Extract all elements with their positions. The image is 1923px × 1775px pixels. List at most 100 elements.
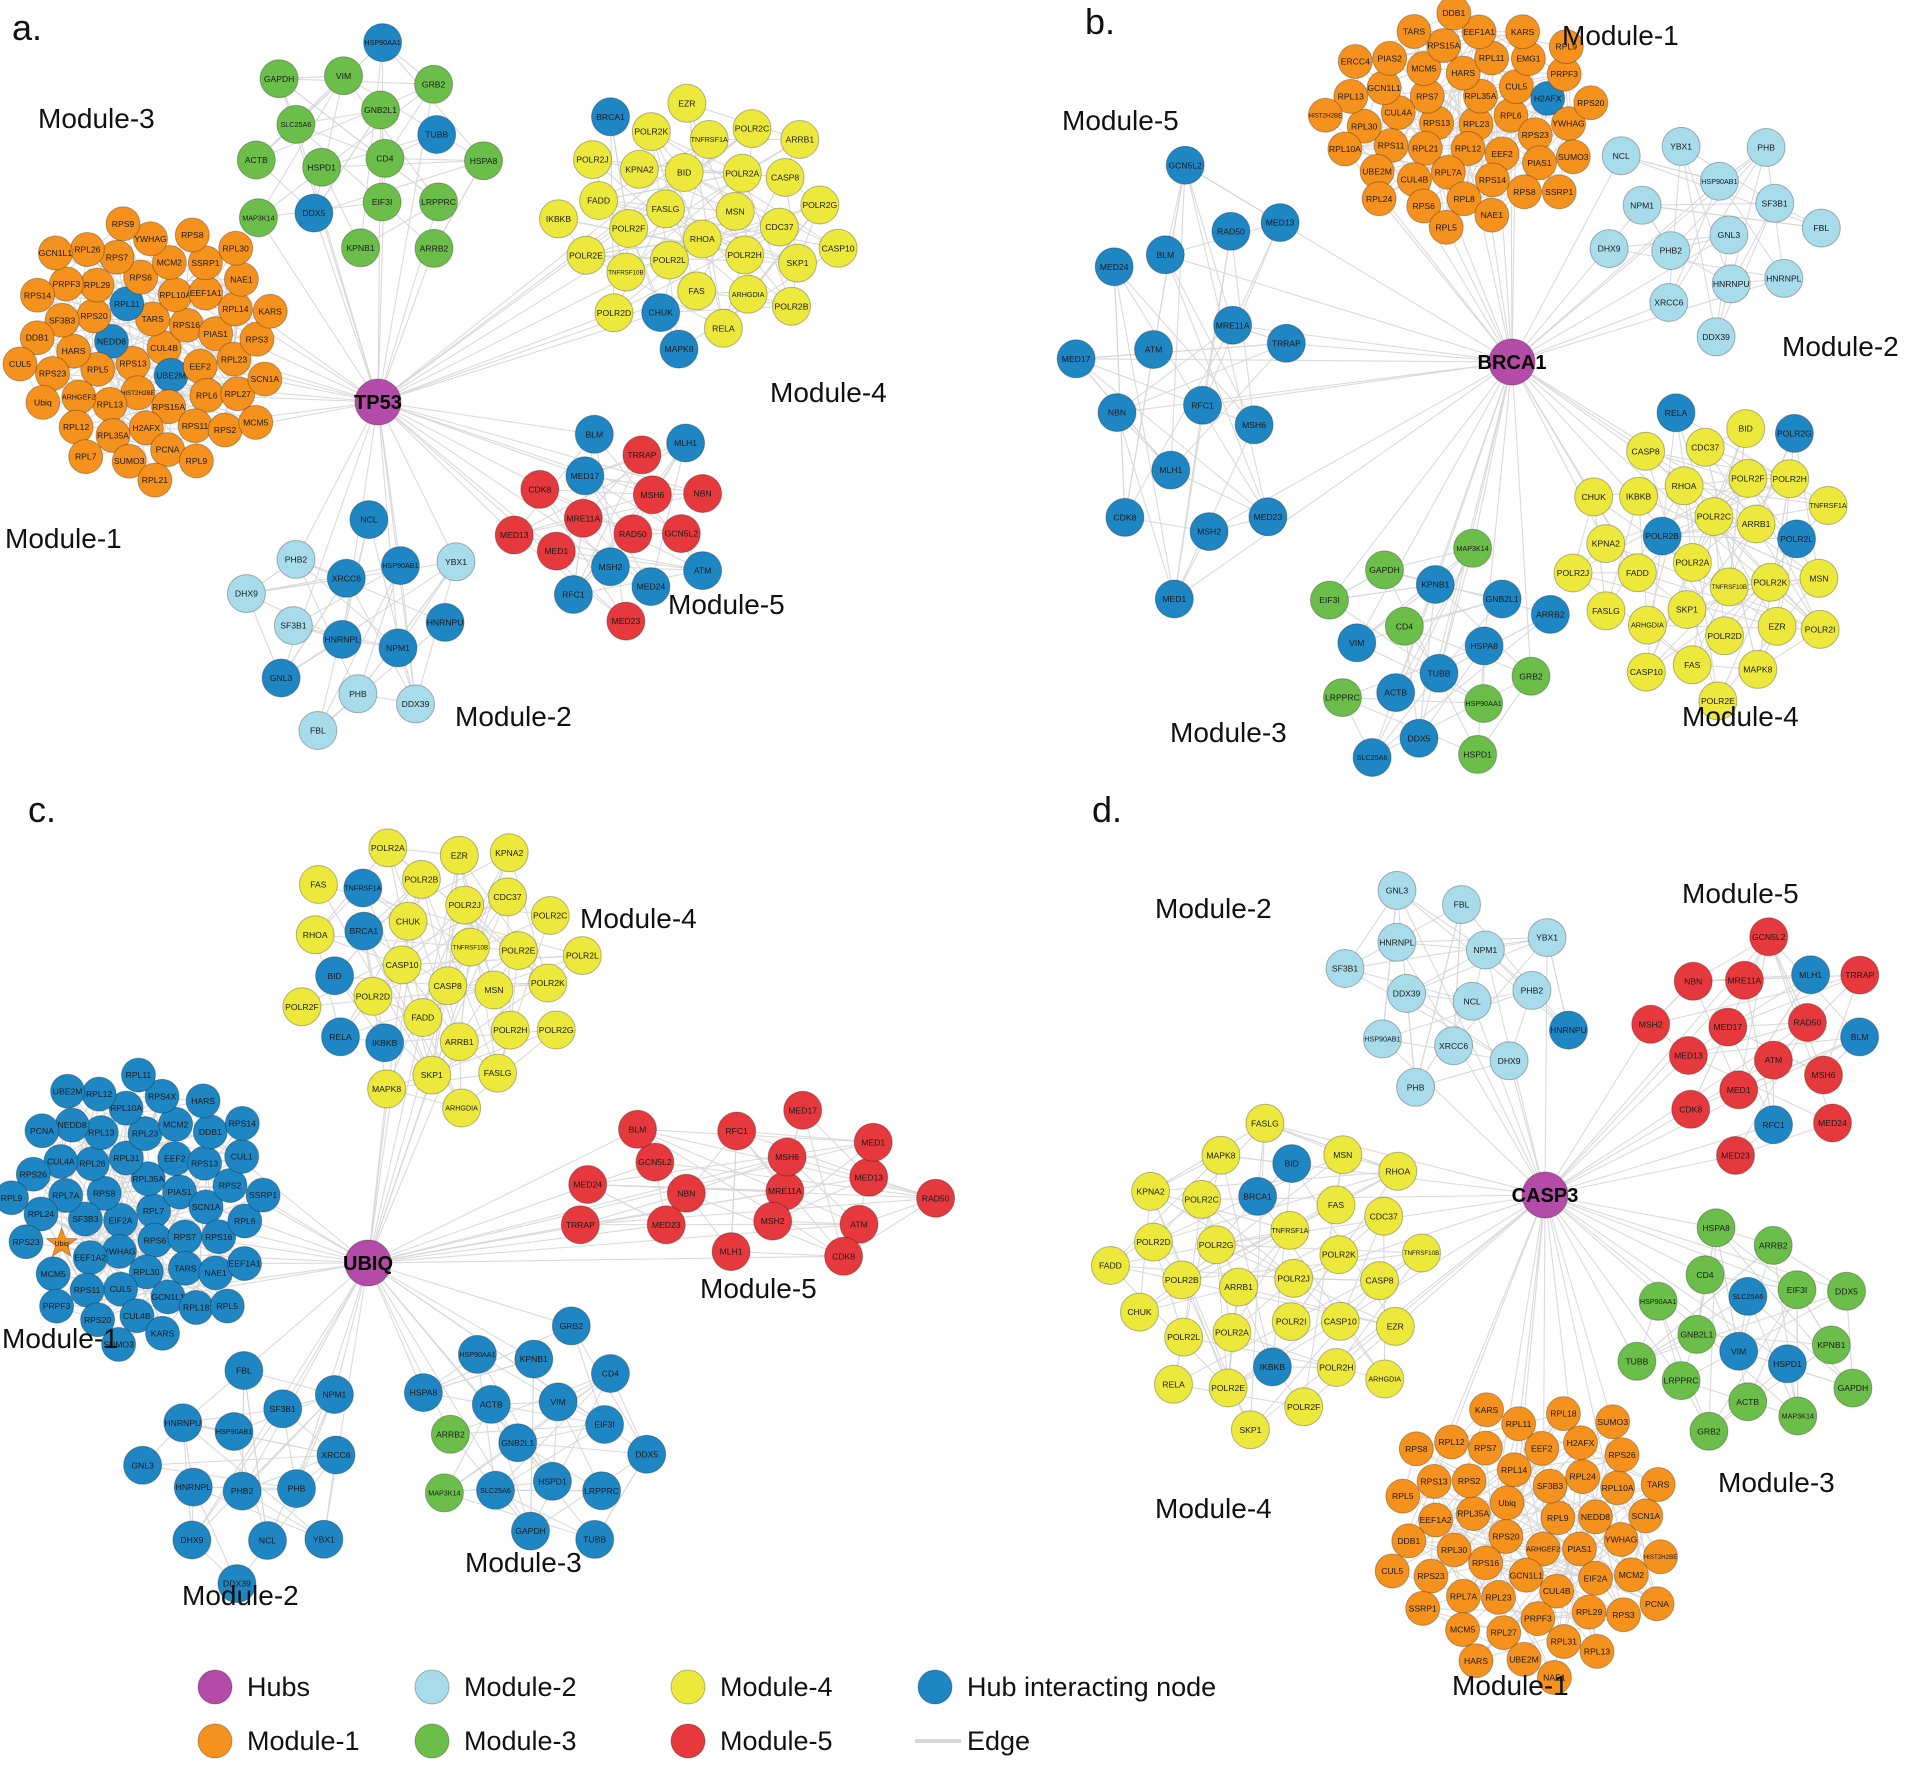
network-node: PHB2 bbox=[1651, 231, 1691, 271]
edge bbox=[637, 1128, 844, 1257]
node-circle bbox=[111, 443, 147, 479]
hub-circle bbox=[354, 378, 402, 426]
hub-edge bbox=[1511, 180, 1720, 363]
hub-edge bbox=[1544, 1194, 1706, 1276]
node-label: KARS bbox=[151, 1328, 175, 1338]
edge bbox=[343, 75, 439, 203]
node-circle bbox=[1626, 652, 1666, 692]
node-label: RPS14 bbox=[24, 290, 51, 300]
network-node: ARHGEF2 bbox=[61, 379, 97, 415]
node-circle bbox=[365, 1023, 405, 1063]
node-circle bbox=[1385, 1478, 1421, 1514]
node-label: RPL30 bbox=[1441, 1545, 1467, 1555]
hub-edge bbox=[182, 1262, 369, 1424]
network-node: BRCA1 bbox=[591, 97, 630, 137]
edge bbox=[280, 577, 347, 679]
node-circle bbox=[1372, 40, 1408, 76]
network-node: DDX5 bbox=[1827, 1271, 1866, 1311]
node-label: EIF3I bbox=[372, 197, 393, 207]
node-circle bbox=[649, 240, 689, 280]
network-node: HNRNPU bbox=[1711, 264, 1751, 304]
edge bbox=[1344, 968, 1510, 1062]
network-node: RPS26 bbox=[15, 1156, 51, 1192]
network-node: PIAS1 bbox=[198, 316, 234, 352]
node-label: POLR2C bbox=[1697, 512, 1731, 522]
node-label: DDX39 bbox=[1393, 989, 1421, 999]
node-circle bbox=[56, 333, 92, 369]
network-node: PHB2 bbox=[222, 1471, 262, 1511]
node-label: RPL13 bbox=[88, 1128, 114, 1138]
node-label: ARHGEF2 bbox=[62, 393, 96, 402]
node-circle bbox=[1266, 323, 1306, 363]
edge bbox=[683, 172, 839, 249]
node-label: RPL35A bbox=[1464, 91, 1496, 101]
node-label: PCNA bbox=[30, 1126, 54, 1136]
node-label: NBN bbox=[1108, 408, 1126, 418]
edge bbox=[1688, 1021, 1808, 1057]
network-node: POLR2B bbox=[772, 286, 811, 326]
network-node: RPL10A bbox=[1600, 1470, 1636, 1506]
network-node: SLC25A6 bbox=[1352, 738, 1392, 777]
node-label: H2AFX bbox=[132, 423, 160, 433]
node-label: RPS13 bbox=[1423, 118, 1450, 128]
network-node: RELA bbox=[321, 1017, 360, 1057]
node-label: TARS bbox=[174, 1263, 197, 1273]
node-circle bbox=[609, 209, 649, 248]
node-circle bbox=[365, 138, 405, 178]
node-label: CUL5 bbox=[9, 359, 31, 369]
network-node: MED17 bbox=[565, 456, 605, 496]
node-label: CUL1 bbox=[231, 1152, 253, 1162]
network-node: CASP8 bbox=[1360, 1261, 1399, 1301]
network-node: HSPD1 bbox=[532, 1461, 572, 1501]
node-label: NBN bbox=[677, 1188, 695, 1198]
node-label: HSPA8 bbox=[1470, 641, 1498, 651]
network-node: KARS bbox=[145, 1315, 180, 1351]
node-circle bbox=[1617, 1341, 1657, 1381]
node-label: SF3B3 bbox=[49, 315, 75, 325]
edge bbox=[1609, 248, 1784, 279]
network-node: LRPPRC bbox=[582, 1471, 622, 1511]
network-node: LRPPRC bbox=[419, 182, 458, 222]
node-label: IKBKB bbox=[546, 214, 572, 224]
node-circle bbox=[382, 945, 422, 985]
node-circle bbox=[276, 539, 316, 579]
node-circle bbox=[1327, 131, 1363, 167]
network-node: DHX9 bbox=[1589, 229, 1629, 269]
edge bbox=[1704, 447, 1759, 670]
network-node: POLR2J bbox=[1274, 1258, 1314, 1298]
node-label: RPL24 bbox=[28, 1209, 54, 1219]
node-label: NBN bbox=[1684, 976, 1702, 986]
node-label: MED1 bbox=[544, 546, 568, 556]
node-circle bbox=[403, 1373, 443, 1413]
edge bbox=[1605, 485, 1685, 612]
node-label: ARHGDIA bbox=[732, 290, 765, 299]
node-label: RPS23 bbox=[39, 369, 66, 379]
network-node: TARS bbox=[1640, 1467, 1676, 1502]
node-label: RPL9 bbox=[1547, 1513, 1569, 1523]
edge bbox=[572, 454, 643, 595]
node-label: MED23 bbox=[652, 1220, 681, 1230]
node-circle bbox=[1791, 955, 1831, 995]
node-label: VIM bbox=[1349, 638, 1364, 648]
node-label: ACTB bbox=[480, 1400, 503, 1410]
panel-c: CASP8CASP10TNFRSF10BFADDCHUKMSNPOLR2DPOL… bbox=[0, 789, 956, 1611]
network-node: CUL5 bbox=[1374, 1553, 1410, 1589]
network-node: GAPDH bbox=[1365, 550, 1404, 590]
node-circle bbox=[1211, 211, 1251, 251]
node-circle bbox=[1272, 1144, 1312, 1184]
node-circle bbox=[1631, 1004, 1671, 1044]
node-label: YWHAG bbox=[1552, 119, 1585, 129]
node-circle bbox=[1746, 128, 1786, 167]
network-node: HSP90AB1 bbox=[1699, 161, 1739, 201]
network-node: VIM bbox=[1719, 1331, 1759, 1371]
node-label: RPS7 bbox=[1474, 1443, 1497, 1453]
node-label: RPS8 bbox=[181, 230, 204, 240]
node-circle bbox=[245, 1177, 281, 1213]
node-label: RPL18 bbox=[1550, 1409, 1576, 1419]
node-circle bbox=[227, 1246, 262, 1281]
node-circle bbox=[1738, 649, 1778, 689]
node-circle bbox=[1234, 405, 1274, 445]
node-circle bbox=[163, 1403, 203, 1443]
node-label: MED13 bbox=[1266, 218, 1295, 228]
network-node: PHB bbox=[277, 1469, 316, 1509]
